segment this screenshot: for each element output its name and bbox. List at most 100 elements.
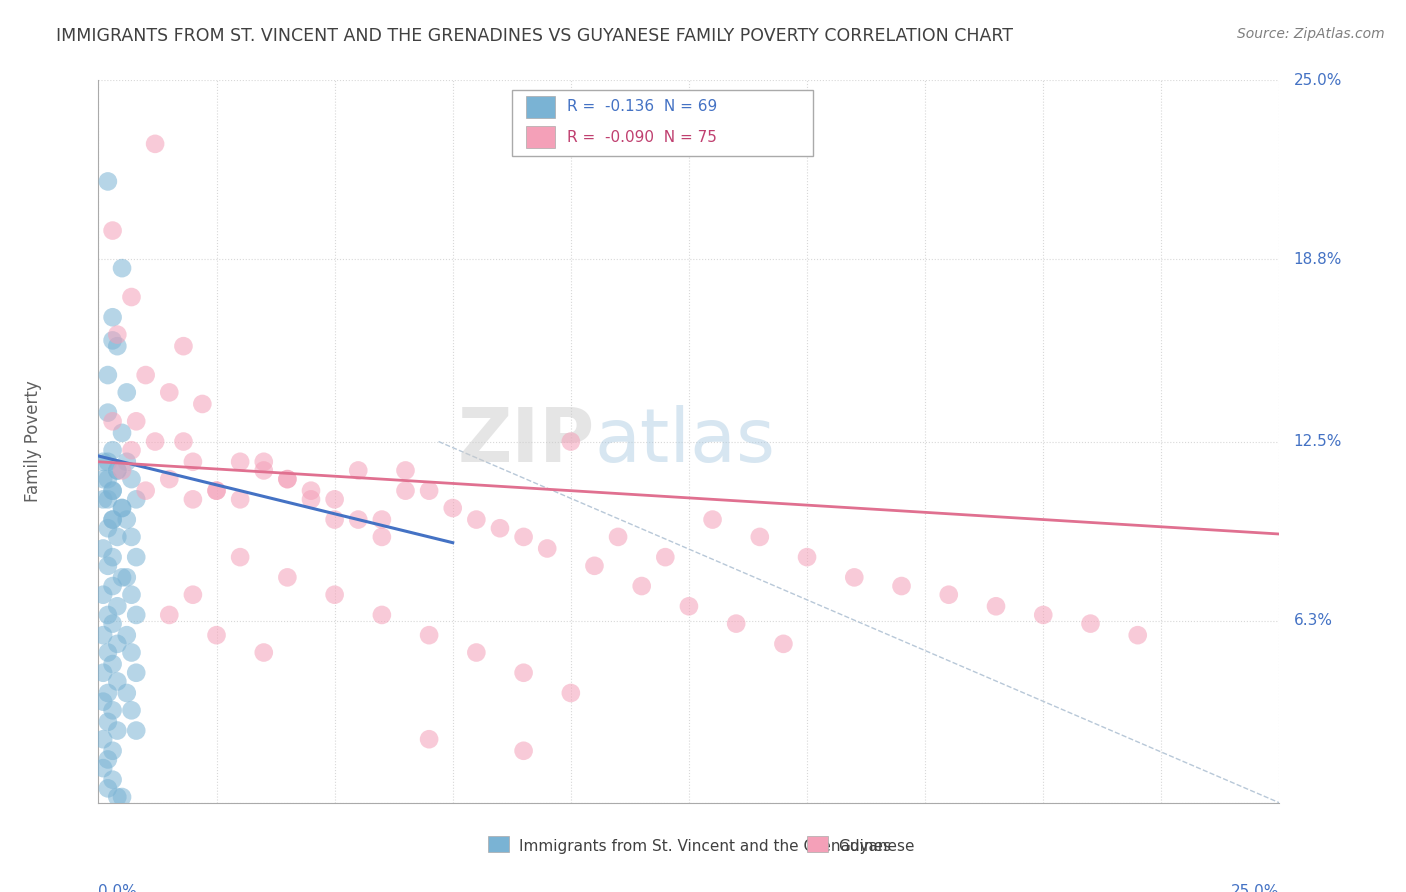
Point xyxy=(347,463,370,477)
Point xyxy=(125,607,148,622)
Point xyxy=(105,530,128,544)
Point xyxy=(560,686,582,700)
Point xyxy=(125,492,148,507)
Point xyxy=(115,570,138,584)
Point xyxy=(205,483,228,498)
Point xyxy=(748,530,770,544)
Point xyxy=(299,483,322,498)
Text: Source: ZipAtlas.com: Source: ZipAtlas.com xyxy=(1237,27,1385,41)
Point xyxy=(91,628,114,642)
Point xyxy=(105,723,128,738)
Point xyxy=(394,463,416,477)
Point xyxy=(105,327,128,342)
Text: 25.0%: 25.0% xyxy=(1232,884,1279,892)
Point xyxy=(101,223,124,237)
Point xyxy=(465,646,488,660)
Point xyxy=(97,686,120,700)
Point xyxy=(1032,607,1054,622)
Point xyxy=(157,385,180,400)
Point xyxy=(105,339,128,353)
Text: ZIP: ZIP xyxy=(457,405,595,478)
Point xyxy=(101,483,124,498)
Bar xyxy=(488,836,509,852)
Text: IMMIGRANTS FROM ST. VINCENT AND THE GRENADINES VS GUYANESE FAMILY POVERTY CORREL: IMMIGRANTS FROM ST. VINCENT AND THE GREN… xyxy=(56,27,1014,45)
Text: Family Poverty: Family Poverty xyxy=(24,381,42,502)
Text: 12.5%: 12.5% xyxy=(1294,434,1341,449)
Point xyxy=(191,397,214,411)
Point xyxy=(115,512,138,526)
Bar xyxy=(807,836,828,852)
Point xyxy=(101,550,124,565)
Point xyxy=(512,530,534,544)
Point xyxy=(984,599,1007,614)
Text: R =  -0.090  N = 75: R = -0.090 N = 75 xyxy=(567,130,717,145)
Point xyxy=(371,530,394,544)
Point xyxy=(111,425,134,440)
Point xyxy=(105,463,128,477)
Point xyxy=(121,588,143,602)
Point xyxy=(323,588,346,602)
Point xyxy=(1080,616,1102,631)
Point xyxy=(91,492,114,507)
Point xyxy=(1126,628,1149,642)
Point xyxy=(630,579,652,593)
Point xyxy=(111,463,134,477)
Text: Guyanese: Guyanese xyxy=(838,838,914,854)
Point xyxy=(323,492,346,507)
Point xyxy=(489,521,512,535)
Text: 6.3%: 6.3% xyxy=(1294,613,1333,628)
Point xyxy=(121,646,143,660)
Point xyxy=(253,646,276,660)
Point xyxy=(725,616,748,631)
Point xyxy=(441,501,464,516)
Text: atlas: atlas xyxy=(595,405,776,478)
Point xyxy=(91,665,114,680)
Point xyxy=(97,472,120,486)
Point xyxy=(105,637,128,651)
Point xyxy=(111,501,134,516)
Point xyxy=(115,455,138,469)
Point xyxy=(890,579,912,593)
Point xyxy=(121,290,143,304)
Point xyxy=(418,732,440,747)
Point xyxy=(97,521,120,535)
Point xyxy=(91,588,114,602)
Point xyxy=(299,492,322,507)
Point xyxy=(125,723,148,738)
Point xyxy=(101,512,124,526)
Point xyxy=(101,310,124,325)
Point xyxy=(115,385,138,400)
Point xyxy=(181,455,204,469)
Point xyxy=(121,472,143,486)
Point xyxy=(143,136,166,151)
Point xyxy=(97,492,120,507)
Point xyxy=(101,443,124,458)
Point xyxy=(97,368,120,382)
Point xyxy=(101,744,124,758)
Point xyxy=(91,472,114,486)
Point xyxy=(560,434,582,449)
Point xyxy=(97,607,120,622)
Point xyxy=(143,434,166,449)
Point xyxy=(97,646,120,660)
Text: 18.8%: 18.8% xyxy=(1294,252,1341,267)
Point xyxy=(157,607,180,622)
Point xyxy=(276,570,298,584)
Point xyxy=(205,628,228,642)
Point xyxy=(394,483,416,498)
Point xyxy=(205,483,228,498)
Point xyxy=(125,550,148,565)
Point xyxy=(371,512,394,526)
Point xyxy=(371,607,394,622)
Point xyxy=(101,334,124,348)
Text: 25.0%: 25.0% xyxy=(1294,73,1341,87)
Point xyxy=(135,368,157,382)
Point xyxy=(465,512,488,526)
Point xyxy=(101,512,124,526)
Point xyxy=(654,550,676,565)
Point xyxy=(97,455,120,469)
Point xyxy=(702,512,724,526)
Point xyxy=(91,541,114,556)
Point xyxy=(536,541,558,556)
Point xyxy=(181,492,204,507)
